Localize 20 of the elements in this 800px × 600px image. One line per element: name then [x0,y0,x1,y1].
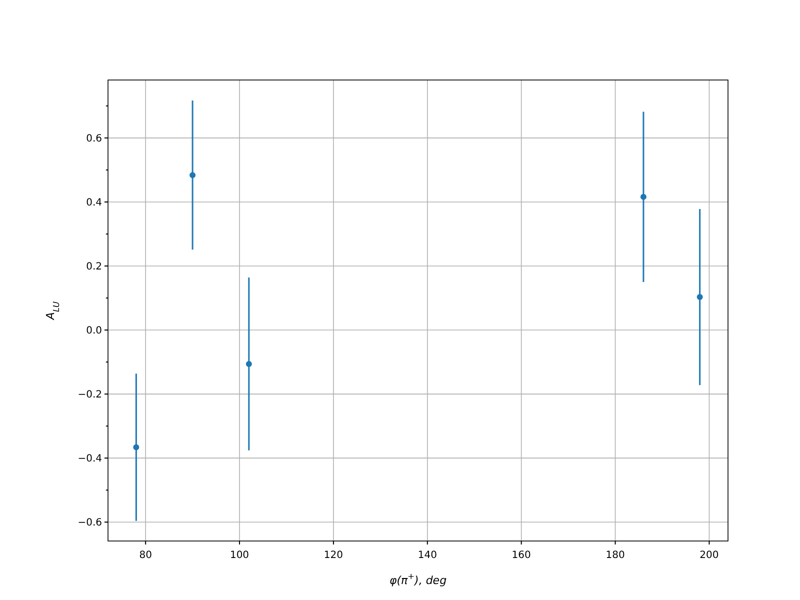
point [696,294,703,300]
point [246,360,252,367]
point [640,194,646,200]
y-tick-label: −0.4 [78,454,102,465]
x-axis-title: φ(π$^{+}$), deg [389,571,447,587]
y-tick-label: 0.2 [86,262,102,272]
y-tick-label: −0.6 [78,518,102,529]
y-tick-label: 0.6 [86,133,102,144]
y-tick-label: −0.2 [78,390,102,401]
x-tick-label: 180 [606,550,625,561]
x-tick-label: 100 [230,550,250,561]
x-tick-label: 120 [324,550,343,561]
x-tick-label: 140 [418,550,437,561]
y-tick-label: 0.4 [86,197,102,208]
point [133,444,140,450]
x-tick-label: 200 [700,550,719,561]
x-tick-label: 160 [512,550,531,561]
y-tick-label: 0.0 [86,326,102,337]
point [190,172,196,178]
x-tick-label: 80 [139,550,152,561]
